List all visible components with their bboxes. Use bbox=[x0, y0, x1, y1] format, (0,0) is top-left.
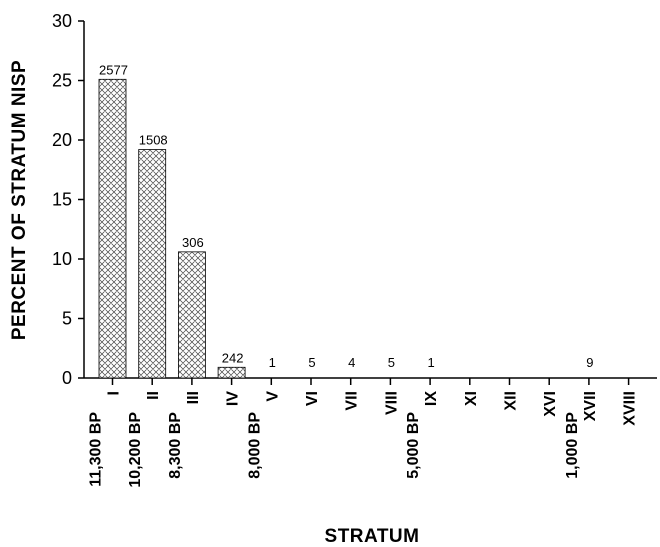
bar-value-label: 1 bbox=[269, 355, 276, 370]
bar-value-label: 242 bbox=[222, 350, 244, 365]
date-label: 10,200 BP bbox=[127, 412, 144, 488]
category-label: IV bbox=[225, 391, 242, 406]
category-label: XVII bbox=[582, 391, 599, 421]
category-label: I bbox=[106, 391, 123, 395]
date-label: 8,300 BP bbox=[167, 412, 184, 479]
y-tick-label: 20 bbox=[52, 130, 72, 150]
category-label: III bbox=[185, 391, 202, 404]
category-label: XVI bbox=[542, 391, 559, 417]
bar bbox=[98, 78, 127, 379]
bar bbox=[177, 251, 206, 379]
bar-value-label: 9 bbox=[586, 355, 593, 370]
bar-value-label: 5 bbox=[308, 355, 315, 370]
y-tick-label: 25 bbox=[52, 71, 72, 91]
y-tick-label: 15 bbox=[52, 190, 72, 210]
date-label: 8,000 BP bbox=[246, 412, 263, 479]
bar-value-label: 4 bbox=[348, 355, 355, 370]
date-label: 11,300 BP bbox=[88, 412, 105, 487]
date-label: 5,000 BP bbox=[405, 412, 422, 479]
y-tick-label: 10 bbox=[52, 249, 72, 269]
bar-value-label: 306 bbox=[182, 235, 204, 250]
y-tick-label: 30 bbox=[52, 11, 72, 31]
x-axis-title: STRATUM bbox=[325, 526, 420, 547]
bar bbox=[138, 149, 167, 379]
y-axis-title: PERCENT OF STRATUM NISP bbox=[9, 60, 30, 340]
y-tick-label: 5 bbox=[62, 309, 72, 329]
category-label: VII bbox=[344, 391, 361, 411]
bar-value-label: 5 bbox=[388, 355, 395, 370]
category-label: XI bbox=[463, 391, 480, 406]
category-label: V bbox=[264, 391, 281, 402]
date-label: 1,000 BP bbox=[564, 412, 581, 479]
category-label: XII bbox=[503, 391, 520, 411]
category-label: XVIII bbox=[622, 391, 639, 426]
bar-value-label: 2577 bbox=[99, 62, 128, 77]
category-label: VIII bbox=[383, 391, 400, 415]
bar-value-label: 1508 bbox=[139, 133, 168, 148]
plot-area: 0510152025302577I1508II306III242IV1V5VI4… bbox=[52, 11, 657, 488]
category-label: II bbox=[145, 391, 162, 400]
bar bbox=[217, 366, 246, 379]
category-label: VI bbox=[304, 391, 321, 406]
y-tick-label: 0 bbox=[62, 368, 72, 388]
category-label: IX bbox=[423, 391, 440, 406]
bar-value-label: 1 bbox=[427, 355, 434, 370]
